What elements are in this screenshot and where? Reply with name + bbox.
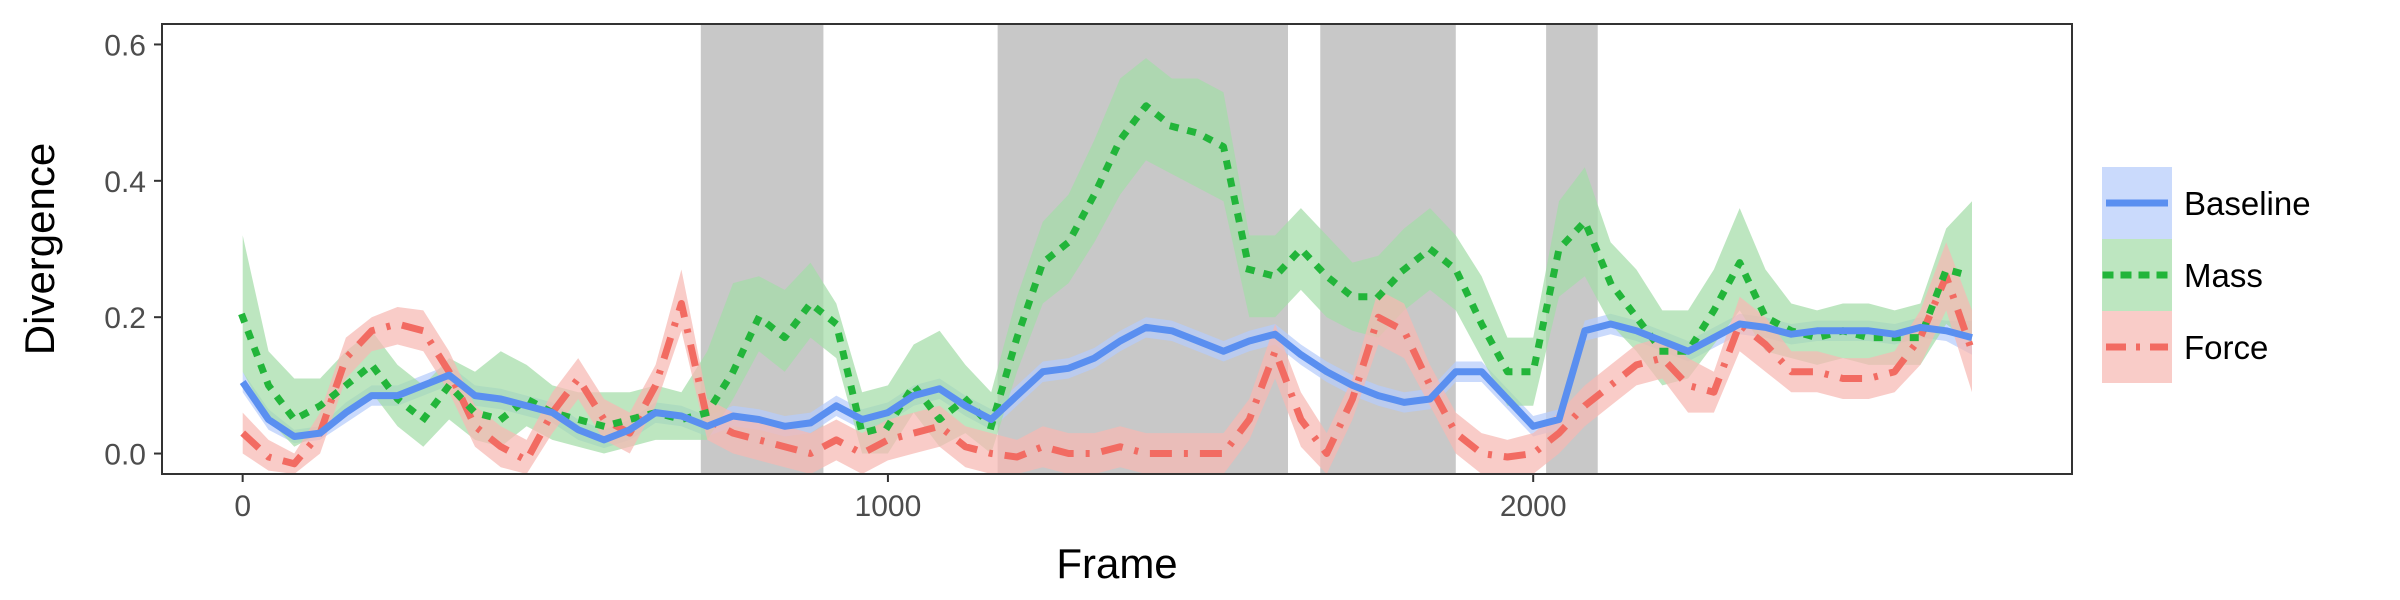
x-tick-label: 2000 xyxy=(1500,490,1567,523)
legend-label: Baseline xyxy=(2184,185,2311,222)
legend-label: Mass xyxy=(2184,257,2263,294)
y-tick-label: 0.2 xyxy=(104,302,146,335)
x-axis-title: Frame xyxy=(1056,540,1177,587)
axes: 0 1000 2000 0.0 0.2 0.4 0.6 xyxy=(104,29,1566,523)
x-tick-label: 0 xyxy=(234,490,251,523)
y-axis-title: Divergence xyxy=(16,143,63,355)
plot-panel-border xyxy=(161,23,2073,475)
y-tick-label: 0.6 xyxy=(104,29,146,62)
legend-item-mass: Mass xyxy=(2102,239,2263,311)
legend: Baseline Mass Force xyxy=(2102,167,2311,383)
line-force xyxy=(240,272,1976,468)
line-baseline xyxy=(239,320,1973,444)
y-tick-label: 0.4 xyxy=(104,166,146,199)
band-force xyxy=(242,242,1973,474)
y-tick-label: 0.0 xyxy=(104,439,146,472)
series-lines xyxy=(238,102,1977,468)
band-mass xyxy=(242,58,1973,454)
legend-item-baseline: Baseline xyxy=(2102,167,2311,239)
legend-item-force: Force xyxy=(2102,311,2268,383)
x-tick-label: 1000 xyxy=(855,490,922,523)
legend-label: Force xyxy=(2184,329,2268,366)
